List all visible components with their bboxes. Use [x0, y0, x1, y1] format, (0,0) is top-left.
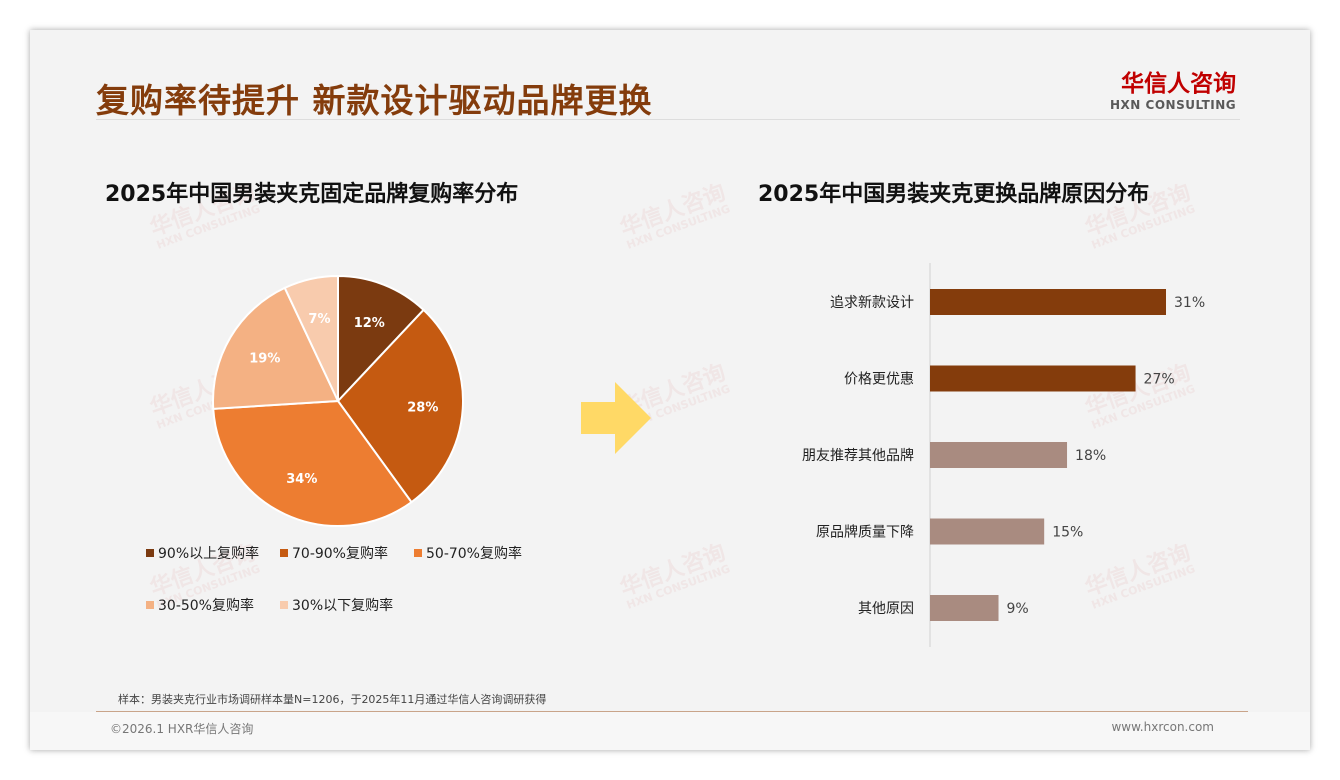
- bar: [930, 289, 1166, 315]
- legend-label: 50-70%复购率: [426, 546, 522, 562]
- legend-label: 90%以上复购率: [158, 546, 260, 562]
- pie-slice: [337, 274, 425, 404]
- pie-slice: [283, 274, 339, 402]
- legend-item: 30%以下复购率: [280, 595, 393, 615]
- legend-item: 50-70%复购率: [414, 543, 522, 563]
- copyright: ©2026.1 HXR华信人咨询: [110, 722, 254, 736]
- legend-swatch: [280, 601, 288, 609]
- arrow-right-icon: [581, 382, 651, 454]
- legend-item: 90%以上复购率: [146, 543, 259, 563]
- legend-label: 70-90%复购率: [292, 546, 388, 562]
- pie-data-label: 12%: [354, 316, 385, 331]
- bar-data-label: 31%: [1174, 295, 1205, 311]
- logo: 华信人咨询 HXN CONSULTING: [1110, 64, 1236, 112]
- pie-slice: [212, 286, 340, 410]
- page-title: 复购率待提升 新款设计驱动品牌更换: [96, 81, 653, 120]
- bar: [930, 442, 1068, 468]
- bar-category-label: 原品牌质量下降: [816, 524, 914, 541]
- bar-category-label: 朋友推荐其他品牌: [802, 447, 914, 464]
- website-link[interactable]: www.hxrcon.com: [1111, 720, 1214, 734]
- pie-data-label: 34%: [286, 472, 317, 487]
- sample-note: 样本：男装夹克行业市场调研样本量N=1206，于2025年11月通过华信人咨询调…: [118, 693, 547, 706]
- bar-category-label: 其他原因: [858, 601, 914, 617]
- logo-text: 华信人咨询: [1121, 71, 1237, 97]
- legend-swatch: [414, 549, 422, 557]
- bar: [930, 365, 1136, 392]
- divider: [96, 119, 1240, 120]
- charts-canvas: 12% 28% 34% 19% 7% 追求新款设计 31% 价格更优惠 27% 朋友推荐其他品牌 1…: [212, 263, 1205, 647]
- divider: [96, 711, 1248, 712]
- bar-data-label: 9%: [1007, 601, 1029, 617]
- bar-category-label: 价格更优惠: [844, 372, 914, 388]
- pie-chart-title: 2025年中国男装夹克固定品牌复购率分布: [105, 182, 519, 207]
- legend-swatch: [280, 549, 288, 557]
- footer: ©2026.1 HXR华信人咨询 www.hxrcon.com: [30, 712, 1310, 750]
- legend-swatch: [146, 549, 154, 557]
- bar-category-label: 追求新款设计: [830, 295, 914, 311]
- bar-data-label: 18%: [1075, 448, 1106, 464]
- legend-item: 30-50%复购率: [146, 595, 254, 615]
- pie-slice: [336, 308, 464, 504]
- pie-data-label: 28%: [407, 400, 438, 415]
- pie-data-label: 19%: [249, 352, 280, 367]
- legend-item: 70-90%复购率: [280, 543, 388, 563]
- legend-label: 30-50%复购率: [158, 598, 254, 614]
- bar-data-label: 15%: [1052, 525, 1083, 541]
- slide: 华信人咨询 HXN CONSULTING 华信人咨询 HXN CONSULTING …: [30, 30, 1310, 750]
- logo-subtext: HXN CONSULTING: [1110, 98, 1237, 112]
- pie-data-label: 7%: [308, 312, 330, 327]
- bar-chart-title: 2025年中国男装夹克更换品牌原因分布: [758, 182, 1150, 207]
- legend-swatch: [146, 601, 154, 609]
- bar-data-label: 27%: [1144, 372, 1175, 388]
- legend-label: 30%以下复购率: [292, 598, 394, 614]
- bar: [930, 595, 999, 621]
- pie-slice: [212, 399, 413, 527]
- bar: [930, 518, 1045, 545]
